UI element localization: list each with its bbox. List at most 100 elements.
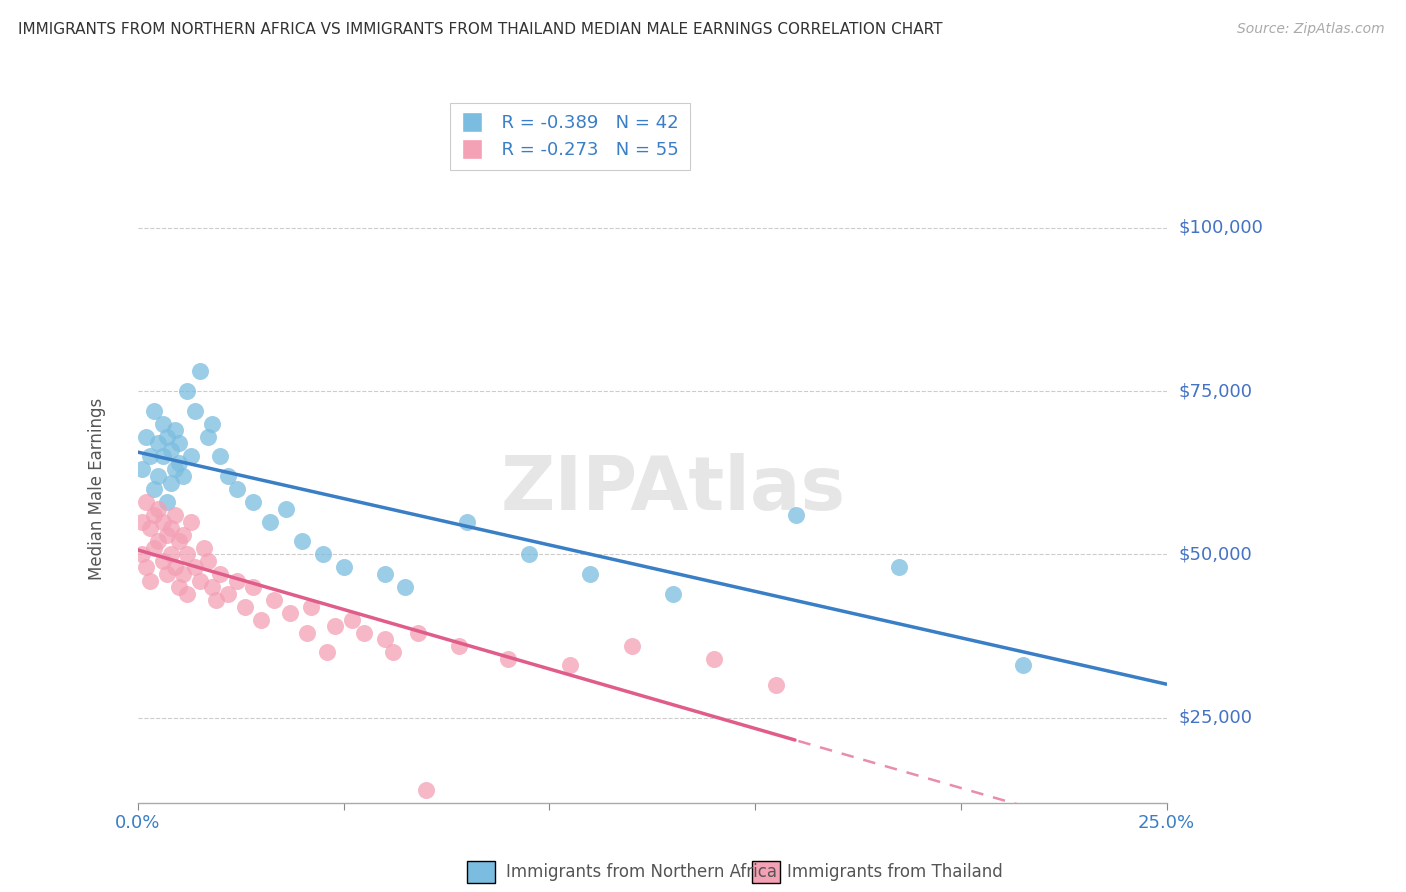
- Point: [382, 645, 405, 659]
- Point: [167, 436, 190, 450]
- Point: [496, 652, 519, 666]
- Text: IMMIGRANTS FROM NORTHERN AFRICA VS IMMIGRANTS FROM THAILAND MEDIAN MALE EARNINGS: IMMIGRANTS FROM NORTHERN AFRICA VS IMMIG…: [18, 22, 943, 37]
- Text: $100,000: $100,000: [1178, 219, 1264, 236]
- Point: [299, 599, 322, 614]
- Point: [291, 534, 314, 549]
- Point: [139, 450, 162, 464]
- Point: [163, 423, 186, 437]
- Point: [131, 515, 153, 529]
- Point: [242, 580, 264, 594]
- Point: [374, 632, 396, 647]
- Point: [148, 534, 170, 549]
- Point: [295, 625, 318, 640]
- Point: [406, 625, 429, 640]
- Text: $75,000: $75,000: [1178, 382, 1253, 401]
- Point: [139, 521, 162, 535]
- Point: [172, 528, 194, 542]
- Point: [143, 482, 166, 496]
- Point: [148, 501, 170, 516]
- Point: [143, 508, 166, 523]
- Point: [1011, 658, 1033, 673]
- Point: [172, 566, 194, 581]
- Point: [180, 515, 202, 529]
- Point: [156, 528, 179, 542]
- Point: [152, 554, 174, 568]
- Text: ZIPAtlas: ZIPAtlas: [501, 452, 845, 525]
- Text: $50,000: $50,000: [1178, 545, 1253, 564]
- Point: [785, 508, 807, 523]
- Point: [517, 548, 540, 562]
- Point: [135, 560, 157, 574]
- Point: [184, 403, 207, 417]
- Point: [163, 508, 186, 523]
- Point: [209, 450, 232, 464]
- Point: [163, 560, 186, 574]
- Point: [131, 462, 153, 476]
- Point: [394, 580, 416, 594]
- Text: Source: ZipAtlas.com: Source: ZipAtlas.com: [1237, 22, 1385, 37]
- Point: [312, 548, 335, 562]
- Point: [217, 586, 239, 600]
- Point: [209, 566, 232, 581]
- Point: [167, 456, 190, 470]
- Point: [250, 613, 273, 627]
- Point: [135, 430, 157, 444]
- Text: $25,000: $25,000: [1178, 708, 1253, 727]
- Point: [139, 574, 162, 588]
- Point: [159, 548, 181, 562]
- Point: [197, 430, 219, 444]
- Point: [167, 534, 190, 549]
- Point: [193, 541, 215, 555]
- Point: [887, 560, 910, 574]
- Point: [242, 495, 264, 509]
- Point: [159, 475, 181, 490]
- Point: [259, 515, 281, 529]
- Point: [184, 560, 207, 574]
- Point: [152, 417, 174, 431]
- Point: [353, 625, 375, 640]
- Point: [620, 639, 643, 653]
- Point: [278, 606, 301, 620]
- Point: [205, 593, 228, 607]
- Point: [159, 442, 181, 457]
- Point: [225, 574, 247, 588]
- Point: [447, 639, 470, 653]
- Point: [456, 515, 478, 529]
- Text: Median Male Earnings: Median Male Earnings: [87, 398, 105, 580]
- Point: [415, 782, 437, 797]
- Point: [316, 645, 339, 659]
- Point: [135, 495, 157, 509]
- Point: [152, 515, 174, 529]
- Point: [374, 566, 396, 581]
- Text: Immigrants from Northern Africa: Immigrants from Northern Africa: [506, 863, 778, 881]
- Point: [325, 619, 347, 633]
- Point: [233, 599, 256, 614]
- Point: [143, 541, 166, 555]
- Point: [156, 566, 179, 581]
- Point: [274, 501, 297, 516]
- Point: [225, 482, 247, 496]
- Point: [131, 548, 153, 562]
- Point: [176, 586, 198, 600]
- Point: [332, 560, 354, 574]
- Point: [163, 462, 186, 476]
- Point: [172, 469, 194, 483]
- Point: [143, 403, 166, 417]
- Point: [156, 430, 179, 444]
- Point: [188, 364, 211, 378]
- Point: [148, 469, 170, 483]
- Point: [167, 580, 190, 594]
- Legend:   R = -0.389   N = 42,   R = -0.273   N = 55: R = -0.389 N = 42, R = -0.273 N = 55: [450, 103, 689, 169]
- Point: [340, 613, 363, 627]
- Point: [579, 566, 602, 581]
- Point: [263, 593, 285, 607]
- Point: [661, 586, 683, 600]
- Point: [188, 574, 211, 588]
- Point: [765, 678, 787, 692]
- Point: [180, 450, 202, 464]
- Point: [201, 580, 224, 594]
- Point: [201, 417, 224, 431]
- Text: Immigrants from Thailand: Immigrants from Thailand: [787, 863, 1002, 881]
- Point: [176, 548, 198, 562]
- Point: [159, 521, 181, 535]
